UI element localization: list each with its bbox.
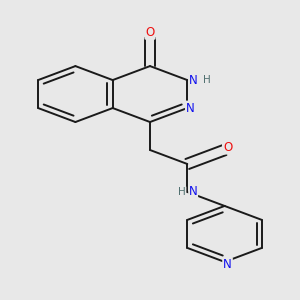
Text: H: H (178, 187, 186, 197)
Text: O: O (223, 141, 232, 154)
Text: N: N (189, 74, 197, 87)
Text: O: O (146, 26, 154, 39)
Text: N: N (223, 258, 232, 271)
Text: N: N (189, 185, 197, 199)
Text: N: N (186, 101, 195, 115)
Text: H: H (203, 75, 211, 85)
